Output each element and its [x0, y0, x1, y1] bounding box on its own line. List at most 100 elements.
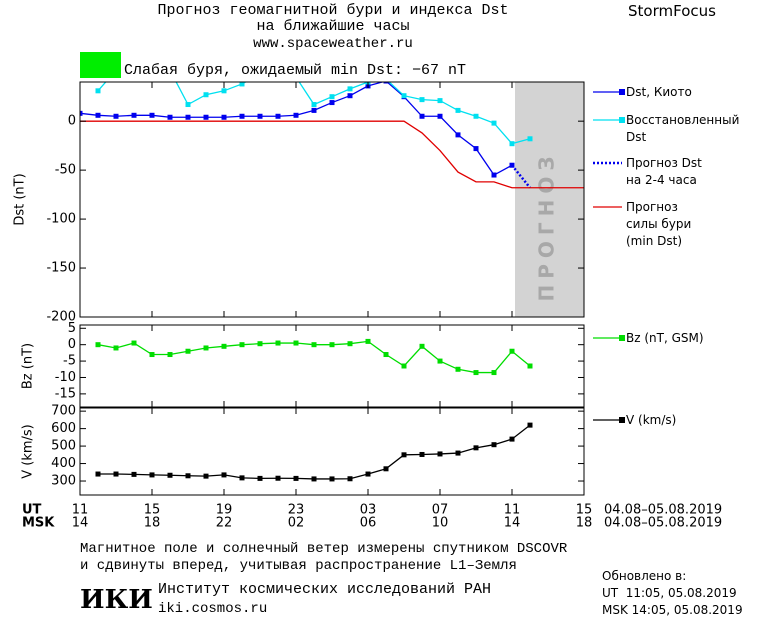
x-tick-label: 11 [72, 503, 89, 518]
y-tick-label: -15 [55, 386, 76, 401]
date-range: 04.08–05.08.2019 [604, 516, 722, 531]
x-tick-label: 18 [144, 516, 161, 531]
data-point [419, 113, 425, 119]
y-tick-label: -5 [63, 354, 76, 369]
data-point [383, 466, 389, 472]
x-tick-label: 07 [432, 503, 449, 518]
data-point [437, 451, 443, 457]
plot-frame [79, 407, 585, 496]
x-tick-label: 14 [504, 516, 521, 531]
x-tick-label: 15 [576, 503, 593, 518]
y-tick-label: -50 [55, 163, 76, 178]
y-tick-label: 400 [51, 456, 76, 471]
data-point [203, 92, 209, 98]
forecast-label: ПРОГНОЗ [535, 150, 559, 301]
y-tick-label: 5 [68, 321, 76, 336]
brand: StormFocus [628, 2, 716, 20]
x-tick-label: 02 [288, 516, 305, 531]
y-axis-label: Dst (nT) [13, 173, 28, 225]
data-point [221, 88, 227, 94]
x-tick-label: 06 [360, 516, 377, 531]
x-row-label: MSK [22, 516, 55, 531]
plot-area [80, 82, 584, 189]
x-tick-label: 14 [72, 516, 89, 531]
data-point [95, 88, 101, 94]
data-point [293, 112, 299, 118]
institute: Институт космических исследований РАН [158, 581, 492, 598]
legend-marker [619, 117, 625, 123]
data-point [437, 358, 443, 364]
data-point [419, 97, 425, 103]
data-point [491, 120, 497, 126]
data-point [437, 113, 443, 119]
forecast-region [515, 82, 584, 317]
plot-area [95, 338, 533, 376]
x-row-label: UT [22, 503, 42, 518]
legend-marker [619, 335, 625, 341]
data-point [257, 341, 263, 347]
updated-ut: UT 11:05, 05.08.2019 [602, 586, 737, 600]
data-point [329, 476, 335, 482]
date-range: 04.08–05.08.2019 [604, 503, 722, 518]
data-point [437, 98, 443, 104]
data-point [113, 113, 119, 119]
title: Прогноз геомагнитной бури и индекса Dst … [157, 2, 509, 35]
data-point [149, 112, 155, 118]
data-point [95, 342, 101, 348]
y-tick-label: 600 [51, 421, 76, 436]
data-point [167, 472, 173, 478]
data-point [329, 342, 335, 348]
data-point [455, 132, 461, 138]
data-point [167, 352, 173, 358]
data-point [293, 340, 299, 346]
data-point [401, 363, 407, 369]
data-point [257, 113, 263, 119]
footer-note: Магнитное поле и солнечный ветер измерен… [80, 541, 568, 574]
url: www.spaceweather.ru [253, 36, 413, 52]
data-point [365, 471, 371, 477]
data-point [491, 172, 497, 178]
plot-frame [79, 324, 585, 408]
data-point [185, 114, 191, 120]
data-point [527, 363, 533, 369]
data-point [455, 107, 461, 113]
data-point [149, 352, 155, 358]
data-point [131, 471, 137, 477]
series-line [80, 120, 584, 189]
data-point [275, 475, 281, 481]
data-point [419, 451, 425, 457]
data-point [509, 436, 515, 442]
data-point [329, 94, 335, 100]
data-point [80, 110, 83, 116]
data-point [401, 93, 407, 99]
data-point [149, 472, 155, 478]
data-point [383, 82, 389, 84]
data-point [491, 370, 497, 376]
data-point [239, 475, 245, 481]
data-point [491, 442, 497, 448]
y-axis-label: V (km/s) [21, 424, 36, 479]
x-tick-label: 19 [216, 503, 233, 518]
data-point [311, 342, 317, 348]
data-point [365, 338, 371, 344]
data-point [95, 471, 101, 477]
legend-label: Восстановленный Dst [626, 113, 740, 144]
data-point [203, 114, 209, 120]
data-point [455, 450, 461, 456]
legend-marker [619, 89, 625, 95]
series-line [80, 82, 513, 176]
plot-area [95, 422, 533, 482]
legend-label: Прогноз силы бури (min Dst) [626, 200, 692, 248]
data-point [95, 112, 101, 118]
logo: ИКИ [80, 585, 153, 615]
series-line [98, 424, 531, 480]
legend-marker [619, 417, 625, 423]
y-tick-label: 700 [51, 404, 76, 419]
data-point [239, 342, 245, 348]
data-point [275, 340, 281, 346]
data-point [527, 422, 533, 428]
y-axis-label: Bz (nT) [21, 343, 36, 389]
data-point [419, 343, 425, 349]
data-point [185, 473, 191, 479]
